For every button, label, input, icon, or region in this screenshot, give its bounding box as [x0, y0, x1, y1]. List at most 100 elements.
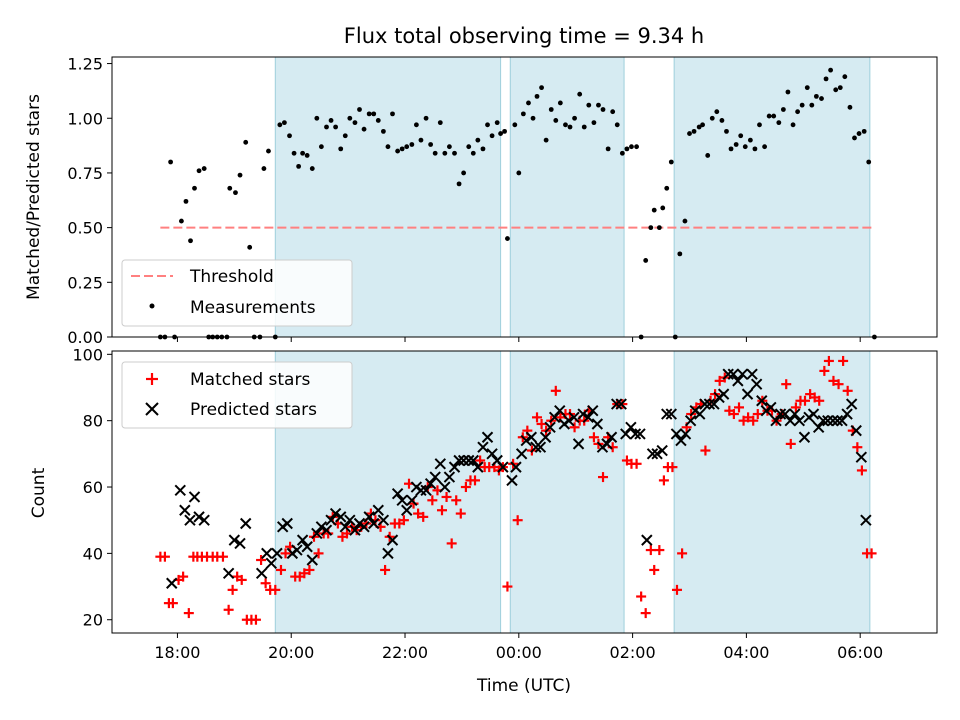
bottom-y-tick-label: 20 [83, 611, 103, 630]
predicted-star-point [463, 454, 475, 467]
predicted-star-point [789, 408, 801, 420]
predicted-star-point [784, 414, 796, 427]
measurement-point [520, 111, 526, 117]
measurement-point [196, 168, 202, 174]
predicted-star-point [656, 444, 668, 457]
predicted-star-point [694, 408, 706, 420]
measurement-point [423, 115, 429, 121]
matched-star-point [178, 571, 189, 582]
predicted-star-point [860, 514, 872, 526]
measurement-point [766, 113, 772, 119]
measurement-point [600, 107, 606, 112]
measurement-point [567, 124, 573, 130]
measurement-point [418, 137, 424, 143]
predicted-star-point [665, 408, 678, 420]
measurement-point [664, 185, 670, 191]
measurement-point [719, 118, 725, 123]
matched-star-point [852, 442, 863, 453]
predicted-star-point [736, 368, 749, 380]
matched-star-point [790, 402, 801, 413]
measurement-point [237, 172, 243, 178]
measurement-point [581, 124, 587, 130]
predicted-star-point [841, 408, 853, 420]
measurement-point [428, 142, 434, 147]
predicted-star-point [448, 461, 461, 473]
measurement-point [828, 67, 834, 73]
matched-star-point [588, 432, 599, 443]
measurement-point [475, 137, 481, 143]
matched-star-point [734, 402, 744, 413]
matched-star-point [260, 578, 271, 589]
measurement-point [634, 144, 639, 150]
top-observing-windows [274, 56, 871, 338]
top-panel: 0.00 0.25 0.50 0.75 1.00 1.25 Matched/Predict… [24, 55, 938, 347]
predicted-star-point [798, 431, 811, 443]
bottom-plot-frame [111, 350, 938, 634]
measurement-point [395, 148, 401, 154]
observing-window-3 [673, 56, 871, 338]
top-legend-box [121, 259, 353, 327]
predicted-star-point [382, 547, 394, 560]
matched-star-point [781, 379, 792, 390]
predicted-star-point [765, 401, 777, 414]
matched-star-point [437, 505, 447, 516]
predicted-star-point [699, 398, 711, 410]
matched-star-point [502, 581, 513, 592]
matched-star-point [658, 475, 669, 486]
predicted-star-point [188, 491, 201, 503]
measurement-point [183, 198, 189, 204]
measurement-point [461, 170, 467, 176]
matched-star-point [304, 564, 315, 575]
measurement-point [837, 85, 843, 91]
measurement-point [752, 146, 758, 152]
legend-predicted-swatch [145, 402, 159, 416]
matched-star-point [636, 591, 647, 602]
predicted-star-point [329, 507, 342, 520]
measurement-point [333, 124, 339, 130]
predicted-star-point [415, 484, 427, 497]
measurement-point [785, 89, 791, 95]
measurement-point [179, 218, 184, 224]
predicted-star-point [255, 567, 268, 579]
matched-star-point [748, 415, 759, 426]
predicted-star-point [296, 534, 309, 546]
predicted-star-point [646, 448, 659, 460]
measurement-point [516, 170, 522, 176]
measurement-point [577, 91, 583, 97]
predicted-star-point [439, 481, 451, 493]
predicted-star-point [641, 534, 653, 546]
top-y-tick-label: 1.00 [67, 109, 103, 128]
top-y-axis-label: Matched/Predicted stars [24, 94, 44, 300]
measurement-point [539, 85, 544, 91]
measurement-point [596, 102, 601, 108]
predicted-star-point [349, 524, 361, 536]
measurement-point [432, 150, 438, 156]
measurement-point [512, 122, 518, 128]
predicted-star-point [779, 408, 791, 420]
matched-star-point [275, 564, 286, 575]
measurement-point [799, 102, 805, 108]
measurement-point [733, 142, 739, 147]
predicted-star-point [344, 514, 356, 526]
bottom-y-ticks: 20 40 60 80 100 [72, 345, 112, 630]
predicted-star-point [605, 431, 618, 443]
predicted-star-point [198, 514, 210, 526]
predicted-star-point [320, 524, 333, 536]
predicted-star-point [179, 504, 191, 516]
measurement-point [366, 111, 372, 117]
matched-star-point [441, 491, 452, 502]
top-y-tick-label: 0.75 [67, 164, 103, 183]
predicted-star-point [222, 567, 235, 579]
predicted-star-point [717, 388, 730, 400]
matched-star-point [752, 409, 763, 420]
predicted-star-point [625, 421, 637, 434]
measurement-point [656, 225, 662, 231]
matched-star-point [714, 375, 725, 386]
measurement-point [300, 150, 306, 156]
measurement-point [361, 126, 367, 132]
measurement-point [247, 244, 253, 250]
measurement-point [168, 159, 174, 165]
x-axis-label: Time (UTC) [476, 676, 571, 696]
measurement-point [446, 144, 452, 150]
predicted-star-point [306, 554, 318, 566]
